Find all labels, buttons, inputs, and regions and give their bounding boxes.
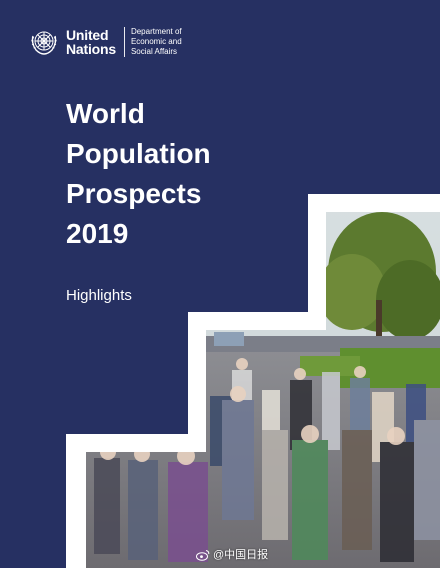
- title-line3: Prospects: [66, 178, 202, 209]
- report-subtitle: Highlights: [66, 287, 132, 304]
- department-name: Department of Economic and Social Affair…: [131, 27, 182, 57]
- un-wordmark: United Nations: [66, 28, 116, 56]
- header-divider: [123, 27, 125, 57]
- weibo-watermark: @中国日报: [196, 548, 268, 562]
- org-name-line1: United: [66, 27, 109, 43]
- watermark-text: @中国日报: [213, 549, 269, 561]
- title-line2: Population: [66, 138, 211, 169]
- department-line2: Economic and: [130, 37, 182, 46]
- department-line1: Department of: [130, 27, 182, 36]
- title-line4: 2019: [66, 218, 129, 249]
- report-title: World Population Prospects 2019: [66, 94, 211, 254]
- org-name-line2: Nations: [66, 41, 116, 57]
- weibo-icon: [196, 550, 210, 561]
- un-emblem-icon: [31, 31, 57, 55]
- un-header: United Nations Department of Economic an…: [28, 24, 182, 60]
- department-line3: Social Affairs: [130, 47, 178, 56]
- title-line1: World: [66, 98, 145, 129]
